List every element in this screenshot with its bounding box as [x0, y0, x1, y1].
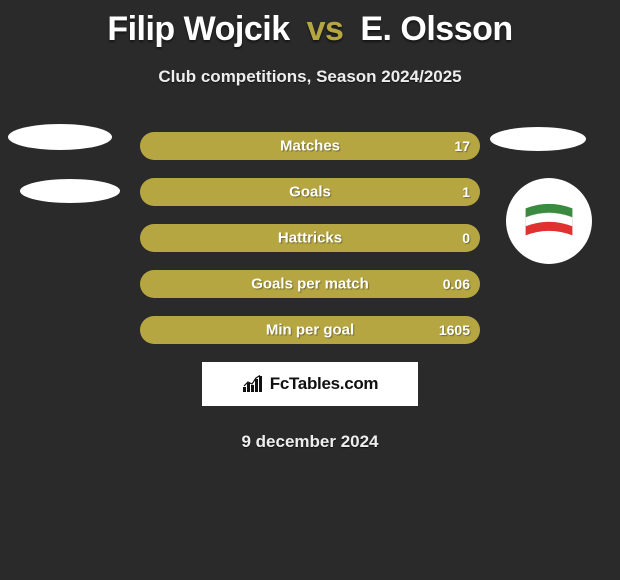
stat-label: Hattricks [278, 230, 342, 247]
stat-label: Matches [280, 138, 340, 155]
stat-label: Goals [289, 184, 331, 201]
stat-right-value: 0 [462, 230, 470, 246]
left-badge-ellipse-1 [8, 124, 112, 150]
stat-bars: Matches 17 Goals 1 Hattricks 0 Goals per… [140, 132, 480, 344]
club-flag-icon [522, 201, 576, 241]
stat-row-hattricks: Hattricks 0 [140, 224, 480, 252]
left-badge-ellipse-2 [20, 179, 120, 203]
stat-right-value: 17 [454, 138, 470, 154]
player2-name: E. Olsson [360, 10, 512, 48]
brand-bars-icon [242, 375, 264, 393]
date-text: 9 december 2024 [0, 432, 620, 452]
stat-right-value: 0.06 [443, 276, 470, 292]
stat-row-matches: Matches 17 [140, 132, 480, 160]
stat-row-goals: Goals 1 [140, 178, 480, 206]
brand-box: FcTables.com [202, 362, 418, 406]
subtitle: Club competitions, Season 2024/2025 [0, 67, 620, 87]
brand-text: FcTables.com [270, 374, 379, 394]
stat-right-value: 1605 [439, 322, 470, 338]
stat-right-value: 1 [462, 184, 470, 200]
right-badge-ellipse [490, 127, 586, 151]
stat-row-goals-per-match: Goals per match 0.06 [140, 270, 480, 298]
player1-name: Filip Wojcik [107, 10, 289, 48]
vs-text: vs [307, 10, 344, 48]
stat-row-min-per-goal: Min per goal 1605 [140, 316, 480, 344]
club-badge-right [506, 178, 592, 264]
stat-label: Goals per match [251, 276, 369, 293]
comparison-title: Filip Wojcik vs E. Olsson [0, 0, 620, 49]
stat-label: Min per goal [266, 322, 354, 339]
